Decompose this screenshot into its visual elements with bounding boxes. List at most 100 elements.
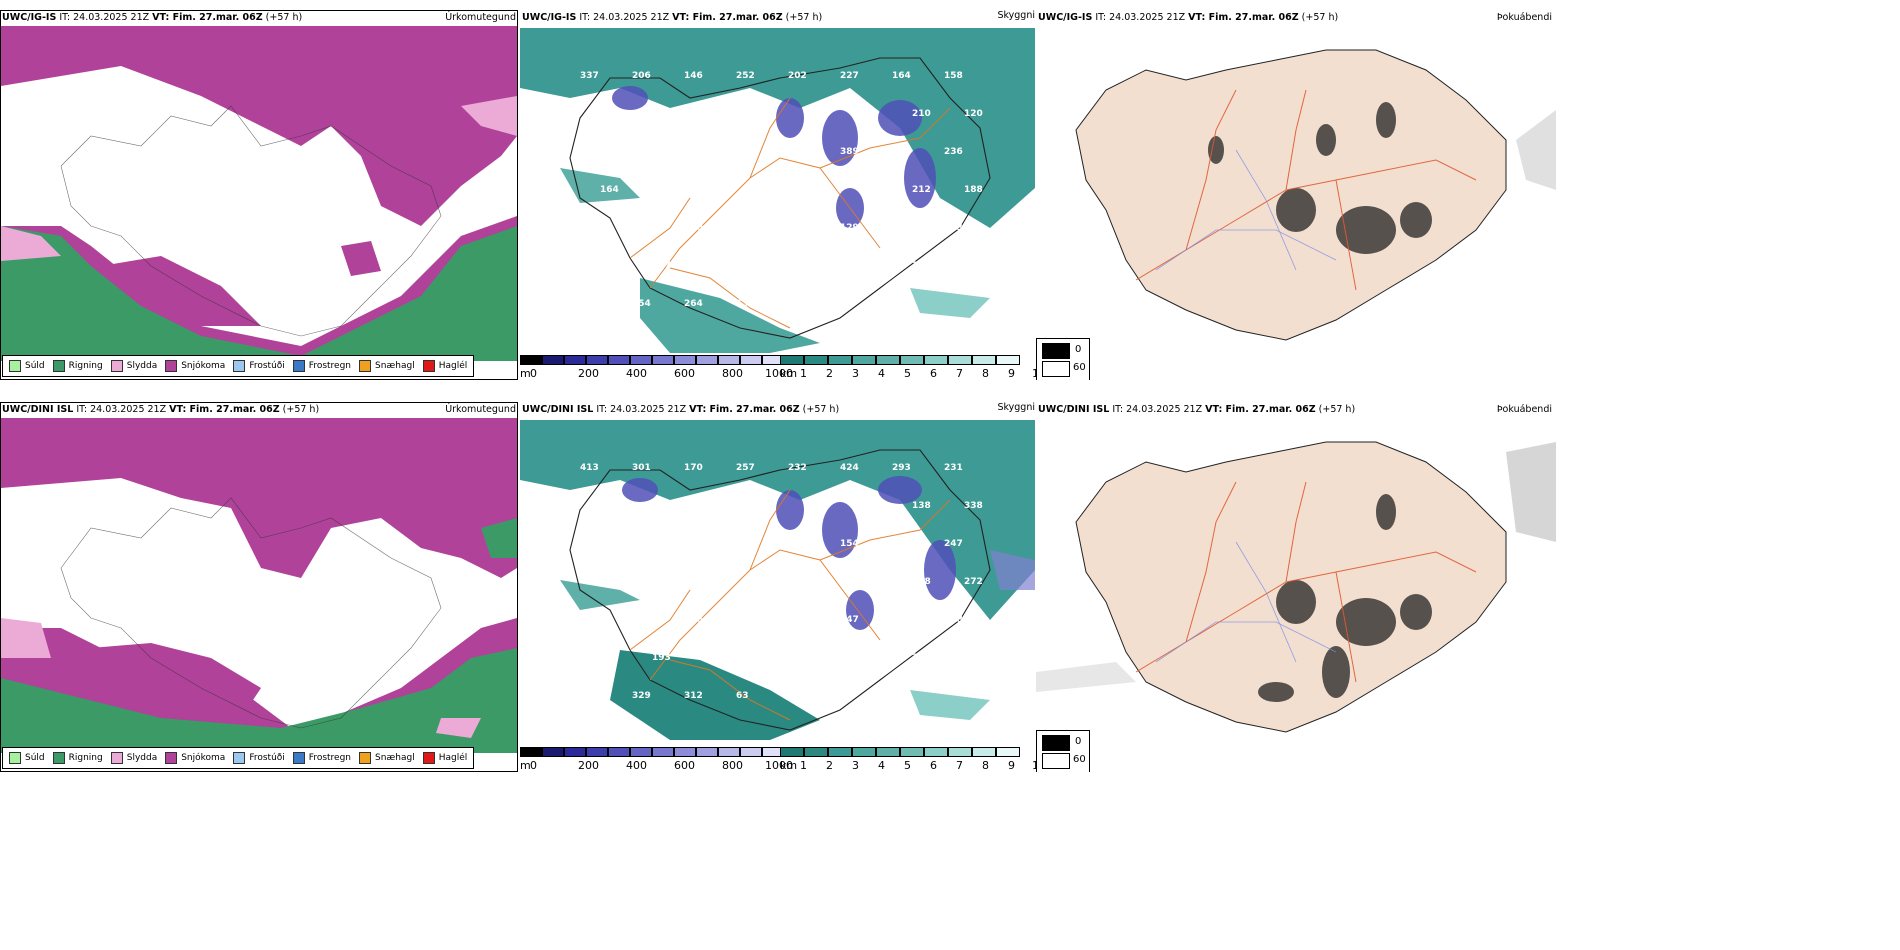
height-label: 65 [788,299,801,309]
precip-legend: Súld Rigning Slydda Snjókoma Frostúði Fr… [2,355,475,377]
height-unit: m [520,367,531,380]
height-label: 169 [756,653,775,663]
valid-time: VT: Fim. 27.mar. 06Z [689,404,800,415]
height-label: 231 [944,463,963,473]
valid-time: VT: Fim. 27.mar. 06Z [1205,404,1316,415]
tick: 800 [722,759,743,772]
height-label: 188 [964,185,983,195]
height-label: 63 [736,299,749,309]
panel-title: UWC/DINI ISL IT: 24.03.2025 21Z VT: Fim.… [2,404,319,415]
fog-legend: 0 60 [1036,338,1090,380]
map-frame [0,10,518,380]
height-label: 279 [788,539,807,549]
model-name: UWC/DINI ISL [1038,404,1110,415]
height-label: 202 [788,71,807,81]
fog-legend: 0 60 [1036,730,1090,772]
height-label: 63 [736,691,749,701]
height-label: 190 [684,223,703,233]
height-label: 213 [580,615,599,625]
height-label: 132 [860,109,879,119]
tick: 5 [904,367,911,380]
tick: 200 [578,759,599,772]
height-label: 154 [840,539,859,549]
panel-title: UWC/DINI ISL IT: 24.03.2025 21Z VT: Fim.… [1038,404,1355,415]
height-label: 312 [684,691,703,701]
valid-time: VT: Fim. 27.mar. 06Z [1188,12,1299,23]
tick: 0 [530,367,537,380]
height-label: 106 [756,261,775,271]
height-label: 422 [808,109,827,119]
height-label: 210 [860,577,879,587]
fog-panel-1: UWC/IG-IS IT: 24.03.2025 21Z VT: Fim. 27… [1036,10,1556,380]
height-label: 470 [736,147,755,157]
height-label: 193 [652,653,671,663]
tick: 5 [904,759,911,772]
visibility-unit: km [780,759,798,772]
height-label: 232 [788,463,807,473]
height-label: 142 [912,261,931,271]
legend-item-frostudi: Frostúði [233,360,285,372]
height-label: 713 [944,223,963,233]
precip-map [1,418,517,753]
fog-map [1036,422,1556,742]
height-label: 675 [600,109,619,119]
height-label: 850 [808,185,827,195]
height-label: 673 [736,223,755,233]
model-name: UWC/DINI ISL [2,404,74,415]
legend-item-slydda: Slydda [110,360,157,372]
height-label: 154 [632,299,651,309]
tick: 8 [982,759,989,772]
height-label: 199 [632,615,651,625]
visibility-title: Skyggni [997,10,1035,21]
height-label: 212 [912,185,931,195]
legend-item-snaehagl: Snæhagl [359,360,415,372]
tick: 4 [878,367,885,380]
height-label: 162 [684,539,703,549]
height-label: 552 [652,501,671,511]
height-unit: m [520,759,531,772]
legend-item-frostregn: Frostregn [292,752,351,764]
height-label: 103 [860,185,879,195]
tick: 9 [1008,367,1015,380]
height-label: 71 [892,691,905,701]
legend-item-rigning: Rigning [52,360,103,372]
height-label: 137 [632,147,651,157]
height-label: 164 [892,71,911,81]
init-time: IT: 24.03.2025 21Z [1112,404,1203,415]
panel-title: UWC/IG-IS IT: 24.03.2025 21Z VT: Fim. 27… [2,12,302,23]
tick: 1 [800,759,807,772]
visibility-panel-1: UWC/IG-IS IT: 24.03.2025 21Z VT: Fim. 27… [520,10,1040,380]
height-label: 206 [632,71,651,81]
tick: 7 [956,367,963,380]
height-colorbar-ticks: m 0 200 400 600 800 1000 [520,367,793,380]
tick: 600 [674,367,695,380]
height-label: 40 [788,691,801,701]
height-label: 87 [632,223,645,233]
height-colorbar: m 0 200 400 600 800 1000 [520,747,793,772]
tick: 6 [930,759,937,772]
visibility-unit: km [780,367,798,380]
fog-title: Þokuábendi [1496,404,1552,415]
height-label: 350 [892,223,911,233]
tick: 8 [982,367,989,380]
legend-item-frostregn: Frostregn [292,360,351,372]
height-label: 428 [892,615,911,625]
height-label: 290 [756,577,775,587]
height-label: 139 [808,501,827,511]
tick: 600 [674,759,695,772]
legend-item-snaehagl: Snæhagl [359,752,415,764]
height-label: 231 [756,501,775,511]
height-label: 164 [600,185,619,195]
fog-map [1036,30,1556,350]
fog-legend-min: 0 [1075,736,1082,747]
height-label: 116 [580,539,599,549]
visibility-panel-2: UWC/DINI ISL IT: 24.03.2025 21Z VT: Fim.… [520,402,1040,772]
tick: 3 [852,367,859,380]
legend-item-snjokoma: Snjókoma [165,360,225,372]
height-label: 413 [580,463,599,473]
tick: 200 [578,367,599,380]
model-name: UWC/IG-IS [2,12,57,23]
height-colorbar: m 0 200 400 600 800 1000 [520,355,793,380]
valid-time: VT: Fim. 27.mar. 06Z [672,12,783,23]
lead-time: (+57 h) [1318,404,1356,415]
